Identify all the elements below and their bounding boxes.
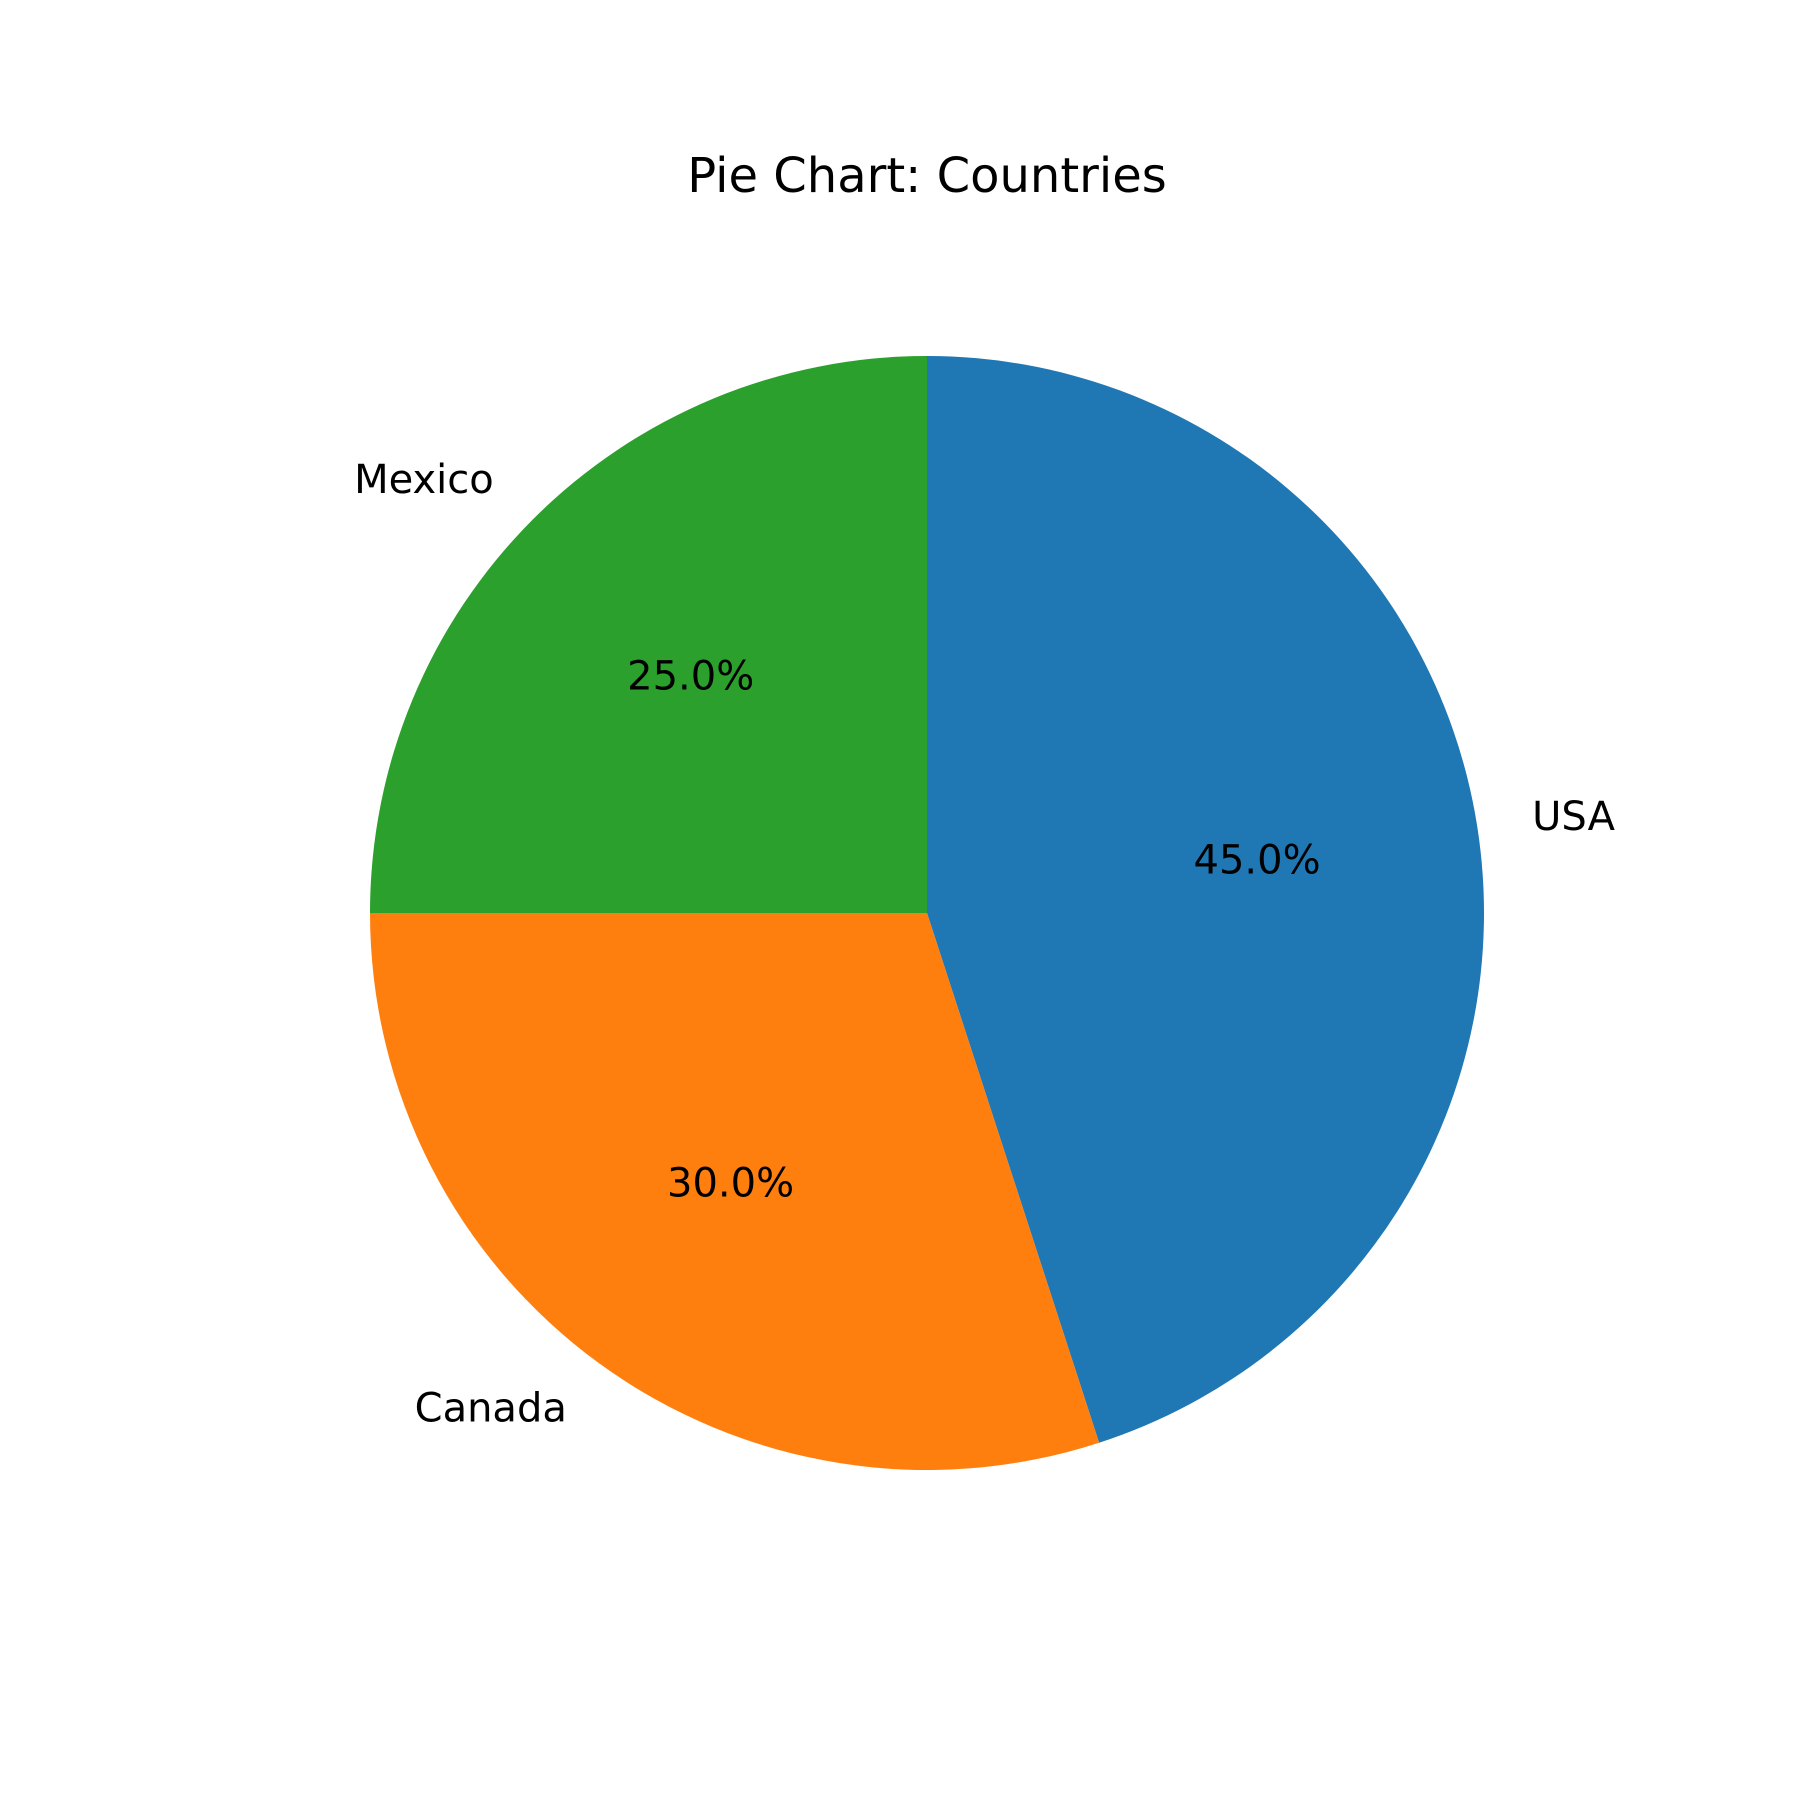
chart-title: Pie Chart: Countries (687, 148, 1167, 204)
slice-label-mexico: Mexico (354, 457, 494, 503)
pie-slices (370, 356, 1485, 1470)
pie-slice-mexico (370, 356, 927, 913)
pie-slice-usa (927, 356, 1485, 1443)
pct-label-mexico: 25.0% (627, 654, 754, 700)
pct-label-usa: 45.0% (1194, 838, 1321, 884)
pie-slice-canada (370, 913, 1100, 1470)
pct-label-canada: 30.0% (667, 1160, 794, 1206)
slice-label-canada: Canada (415, 1386, 567, 1432)
slice-label-usa: USA (1532, 794, 1615, 840)
pie-labels: 45.0% USA 30.0% Canada 25.0% Mexico (354, 457, 1615, 1432)
